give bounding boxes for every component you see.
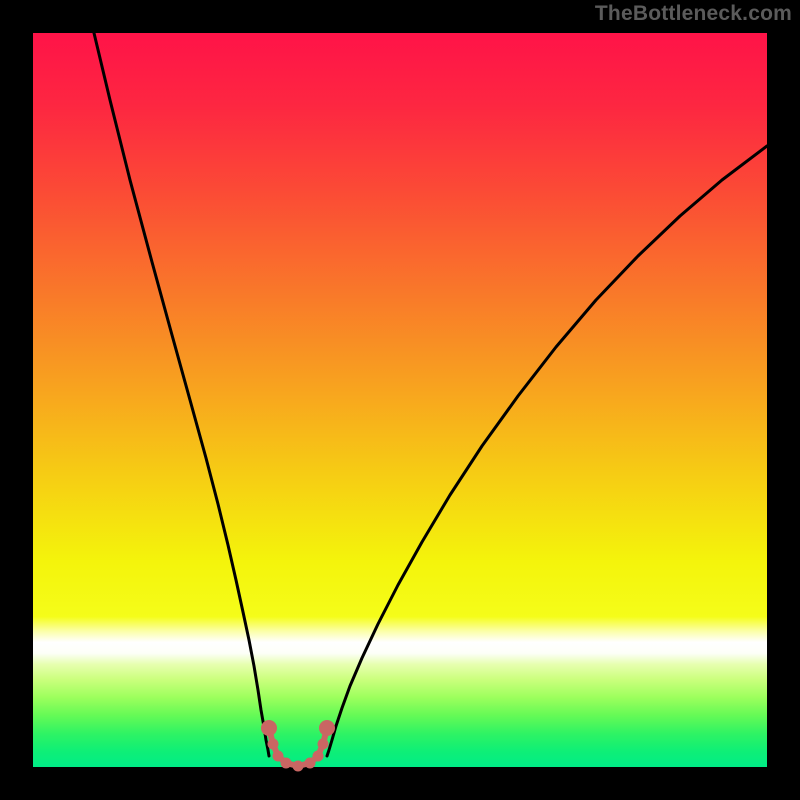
necklace-dot xyxy=(261,720,277,736)
plot-background xyxy=(33,33,767,767)
necklace-dot xyxy=(268,739,279,750)
necklace-dot xyxy=(313,751,324,762)
necklace-dot xyxy=(293,761,304,772)
necklace-dot xyxy=(281,758,292,769)
necklace-dot xyxy=(319,720,335,736)
watermark-text: TheBottleneck.com xyxy=(595,2,792,26)
necklace-dot xyxy=(318,739,329,750)
figure-container: TheBottleneck.com xyxy=(0,0,800,800)
bottleneck-chart xyxy=(0,0,800,800)
